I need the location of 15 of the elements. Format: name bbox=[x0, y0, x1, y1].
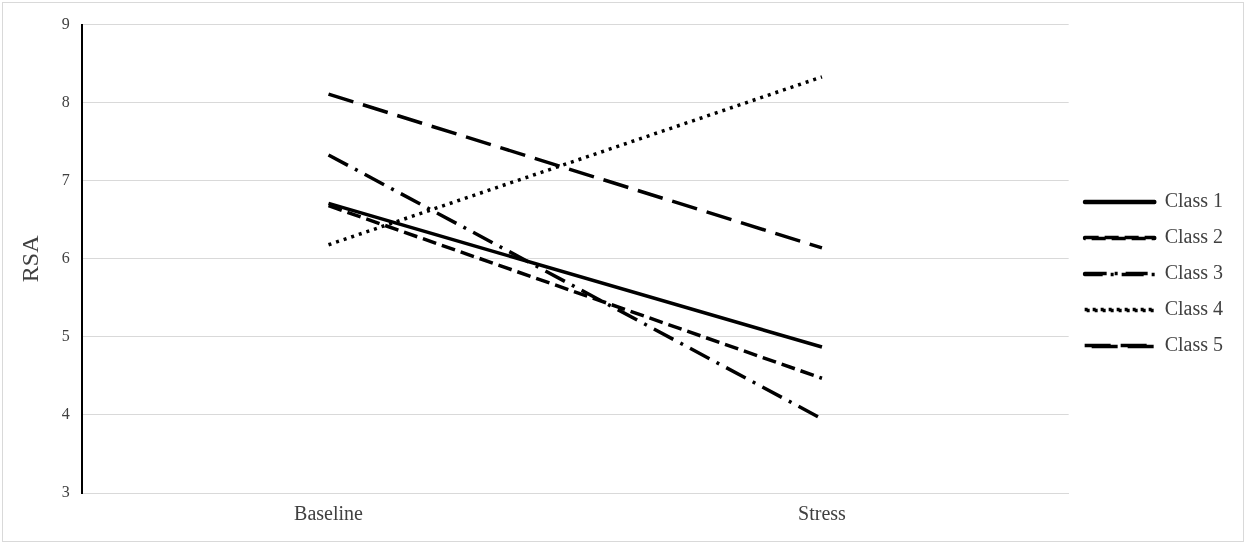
x-tick-label: Baseline bbox=[294, 502, 364, 525]
legend-label: Class 1 bbox=[1164, 189, 1223, 212]
y-tick-label: 6 bbox=[61, 249, 70, 266]
y-tick-label: 8 bbox=[61, 92, 70, 110]
y-tick-label: 5 bbox=[61, 327, 70, 345]
y-tick-label: 7 bbox=[61, 170, 70, 188]
y-tick-label: 4 bbox=[61, 405, 70, 423]
x-tick-label: Stress bbox=[798, 502, 847, 525]
legend-label: Class 5 bbox=[1164, 333, 1223, 356]
legend-label: Class 3 bbox=[1164, 261, 1223, 284]
legend-label: Class 2 bbox=[1164, 225, 1223, 248]
legend-label: Class 4 bbox=[1164, 297, 1223, 320]
y-tick-label: 3 bbox=[61, 483, 70, 501]
y-axis-title: RSA bbox=[16, 234, 43, 283]
y-tick-label: 9 bbox=[61, 14, 70, 32]
